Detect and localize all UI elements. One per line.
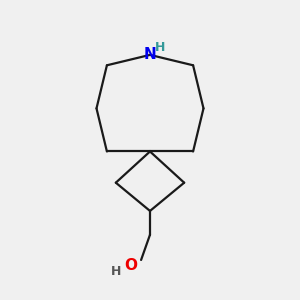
Text: O: O (124, 258, 137, 273)
Text: H: H (111, 266, 121, 278)
Text: N: N (144, 47, 156, 62)
Text: H: H (155, 41, 166, 54)
